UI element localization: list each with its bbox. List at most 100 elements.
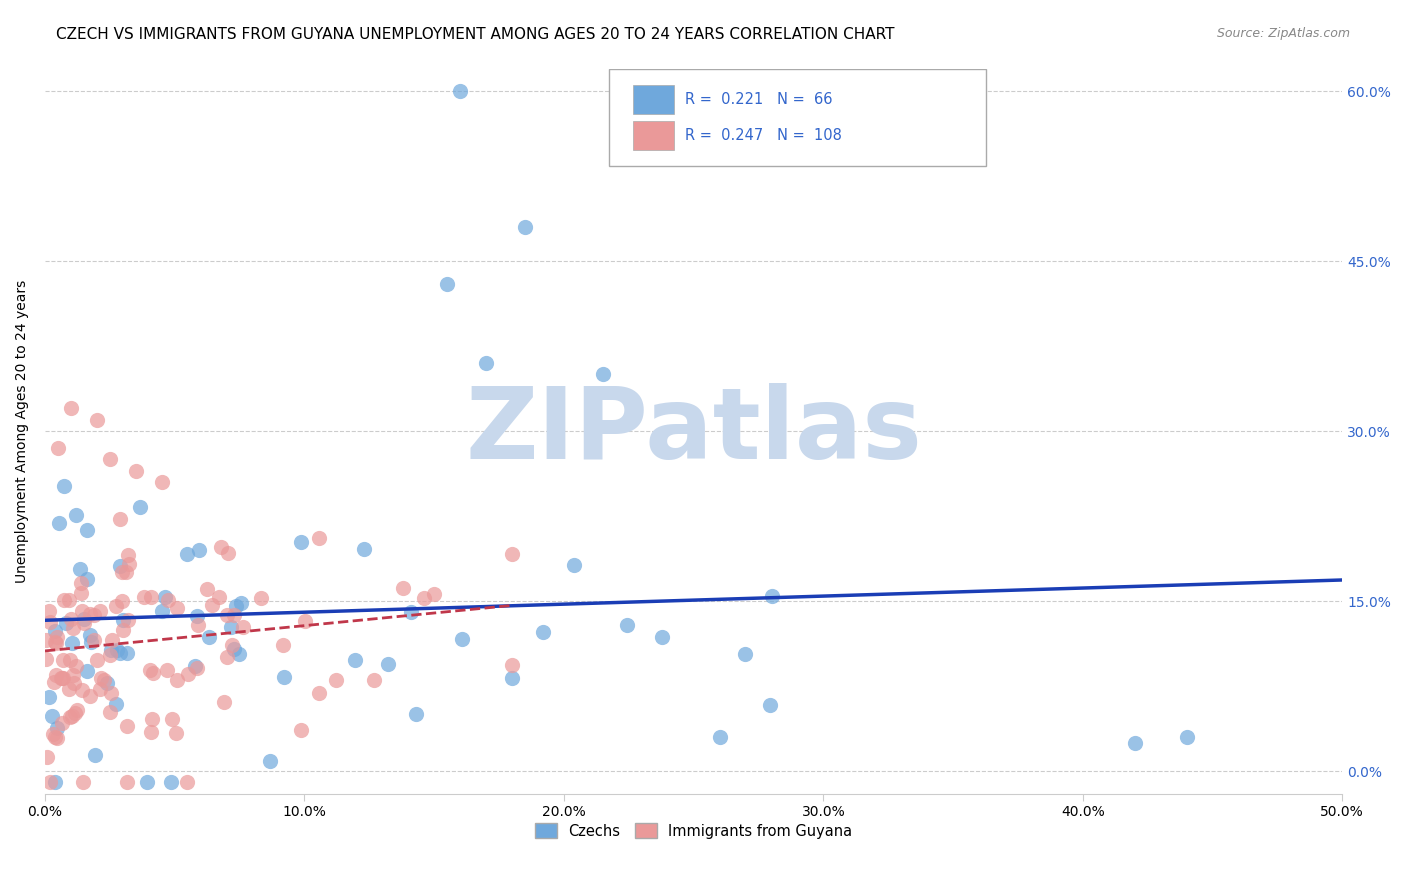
Point: [343, 653, 366, 667]
Point: [188, 543, 211, 558]
Point: [363, 673, 385, 687]
Point: [101, 632, 124, 647]
Point: [208, 591, 231, 605]
Point: [141, 712, 163, 726]
Point: [59, 653, 82, 667]
Point: [734, 648, 756, 662]
Point: [616, 618, 638, 632]
Point: [98, 452, 121, 467]
Point: [80, 635, 103, 649]
Point: [412, 591, 434, 606]
Point: [136, 775, 159, 789]
Point: [155, 590, 177, 604]
FancyBboxPatch shape: [633, 121, 673, 151]
Point: [65, 659, 87, 673]
Point: [501, 547, 523, 561]
Point: [38, 690, 60, 704]
Point: [93, 673, 115, 687]
Point: [150, 604, 173, 618]
Point: [86, 653, 108, 667]
Point: [48, 516, 70, 530]
Point: [294, 615, 316, 629]
Point: [58, 681, 80, 696]
Y-axis label: Unemployment Among Ages 20 to 24 years: Unemployment Among Ages 20 to 24 years: [15, 279, 30, 582]
Point: [53, 593, 76, 607]
Point: [475, 356, 498, 370]
Point: [41, 709, 63, 723]
Point: [405, 707, 427, 722]
Point: [58, 592, 80, 607]
Point: [423, 587, 446, 601]
Point: [115, 775, 138, 789]
Point: [51, 671, 73, 685]
Point: [100, 685, 122, 699]
Point: [290, 535, 312, 549]
Point: [79, 689, 101, 703]
Point: [62, 709, 84, 723]
Point: [513, 220, 536, 235]
Point: [219, 620, 242, 634]
Point: [98, 705, 121, 719]
Point: [176, 775, 198, 789]
Point: [222, 642, 245, 657]
Point: [49, 671, 72, 685]
Point: [377, 657, 399, 671]
Point: [231, 595, 253, 609]
Point: [201, 598, 224, 612]
Point: [451, 632, 474, 647]
Point: [160, 775, 183, 789]
Point: [142, 665, 165, 680]
Point: [96, 676, 118, 690]
Point: [308, 531, 330, 545]
Point: [186, 618, 208, 632]
Point: [62, 667, 84, 681]
Point: [198, 630, 221, 644]
Point: [214, 695, 236, 709]
Point: [42, 674, 65, 689]
Point: [70, 682, 93, 697]
Point: [44, 731, 66, 745]
Point: [44, 775, 66, 789]
Point: [70, 576, 93, 591]
Point: [39, 775, 62, 789]
Point: [117, 613, 139, 627]
Point: [60, 636, 83, 650]
Point: [156, 593, 179, 607]
Point: [52, 671, 75, 685]
Point: [44, 624, 66, 638]
Point: [46, 441, 69, 455]
Point: [52, 653, 75, 667]
Point: [79, 607, 101, 622]
Point: [70, 604, 93, 618]
Point: [34, 632, 56, 647]
Point: [98, 648, 121, 663]
Point: [215, 608, 238, 623]
Point: [186, 661, 208, 675]
Text: Source: ZipAtlas.com: Source: ZipAtlas.com: [1216, 27, 1350, 40]
Point: [249, 591, 271, 605]
Point: [186, 608, 208, 623]
Point: [90, 671, 112, 685]
Point: [709, 730, 731, 744]
Point: [176, 666, 198, 681]
Point: [166, 600, 188, 615]
Point: [592, 368, 614, 382]
Point: [1123, 736, 1146, 750]
Point: [65, 508, 87, 523]
Point: [531, 625, 554, 640]
Point: [221, 638, 243, 652]
Point: [83, 608, 105, 623]
Point: [34, 652, 56, 666]
Point: [273, 670, 295, 684]
Point: [72, 775, 94, 789]
Point: [271, 638, 294, 652]
Point: [115, 646, 138, 660]
Point: [562, 558, 585, 572]
Point: [759, 698, 782, 713]
Point: [79, 627, 101, 641]
Point: [86, 413, 108, 427]
Point: [139, 663, 162, 677]
Point: [115, 566, 138, 580]
Text: ZIPatlas: ZIPatlas: [465, 383, 922, 480]
Point: [76, 572, 98, 586]
